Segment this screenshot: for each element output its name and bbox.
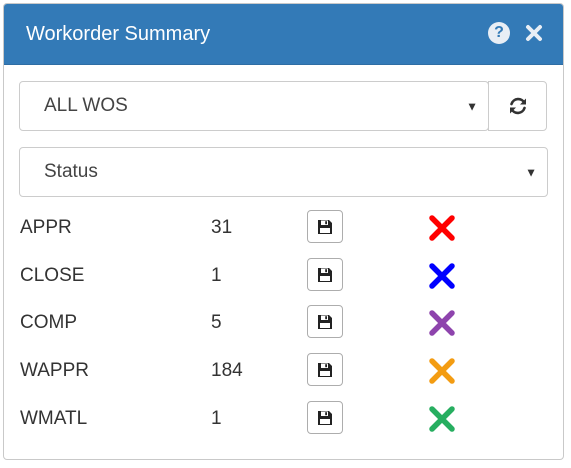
status-count: 1 [211, 408, 222, 429]
wos-select[interactable]: ALL WOS ▼ [19, 81, 489, 131]
refresh-button[interactable] [488, 81, 547, 131]
status-count: 184 [211, 360, 243, 381]
times-icon[interactable] [428, 357, 456, 385]
list-item: COMP 5 [20, 305, 540, 341]
chevron-down-icon: ▼ [466, 99, 478, 114]
floppy-disk-icon [318, 219, 332, 234]
close-icon[interactable] [523, 22, 545, 44]
floppy-disk-icon [318, 410, 332, 425]
save-button[interactable] [307, 353, 343, 386]
list-item: CLOSE 1 [20, 258, 540, 294]
status-label: APPR [20, 217, 72, 238]
group-by-select-value: Status [44, 161, 98, 182]
times-icon[interactable] [428, 214, 456, 242]
status-label: WAPPR [20, 360, 89, 381]
list-item: WAPPR 184 [20, 353, 540, 389]
status-label: WMATL [20, 408, 88, 429]
floppy-disk-icon [318, 267, 332, 282]
refresh-icon [509, 97, 526, 115]
save-button[interactable] [307, 401, 343, 434]
wos-select-value: ALL WOS [44, 95, 128, 116]
status-label: COMP [20, 312, 77, 333]
status-count: 1 [211, 265, 222, 286]
question-circle-icon[interactable]: ? [488, 22, 510, 44]
save-button[interactable] [307, 258, 343, 291]
times-icon[interactable] [428, 262, 456, 290]
floppy-disk-icon [318, 362, 332, 377]
status-count: 5 [211, 312, 222, 333]
panel-header: Workorder Summary ? [4, 4, 563, 65]
group-by-select[interactable]: Status ▼ [19, 147, 548, 197]
times-icon[interactable] [428, 405, 456, 433]
status-label: CLOSE [20, 265, 85, 286]
times-icon[interactable] [428, 309, 456, 337]
status-count: 31 [211, 217, 233, 238]
floppy-disk-icon [318, 314, 332, 329]
list-item: WMATL 1 [20, 401, 540, 437]
list-item: APPR 31 [20, 210, 540, 246]
workorder-summary-panel: Workorder Summary ? ALL WOS ▼ Status ▼ A… [3, 3, 564, 460]
save-button[interactable] [307, 210, 343, 243]
panel-title: Workorder Summary [26, 22, 211, 45]
save-button[interactable] [307, 305, 343, 338]
chevron-down-icon: ▼ [525, 165, 537, 180]
